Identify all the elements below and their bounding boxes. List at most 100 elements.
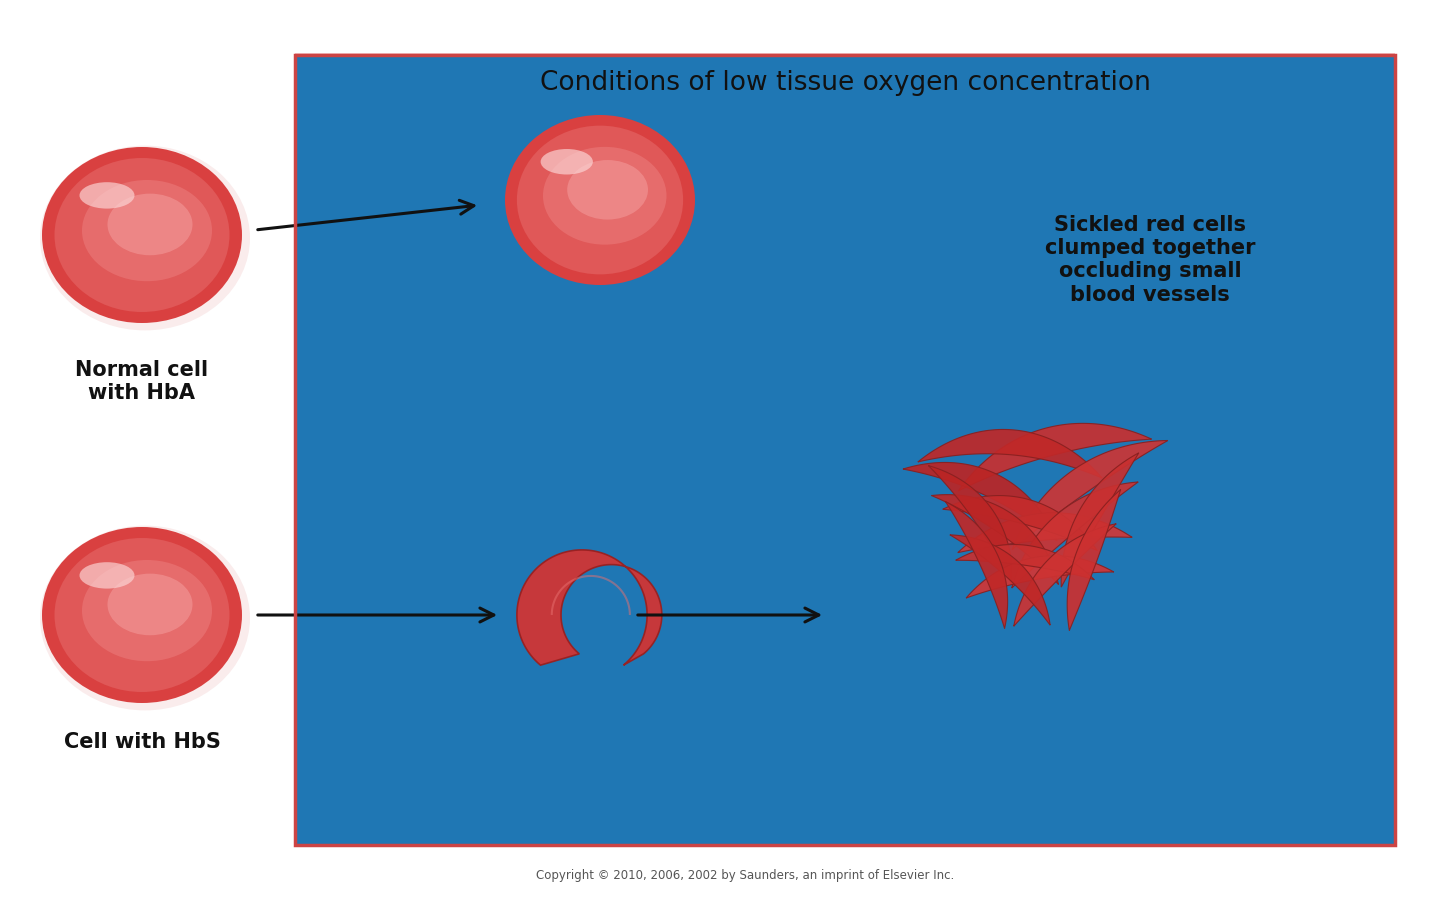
Polygon shape (917, 430, 1102, 478)
Bar (295, 399, 1395, 410)
Bar (295, 240, 1395, 252)
Bar (295, 517, 1395, 529)
Bar (295, 616, 1395, 628)
Bar (295, 270, 1395, 282)
Bar (295, 270, 1395, 282)
Bar (295, 83, 1395, 95)
Bar (295, 250, 1395, 262)
Bar (295, 596, 1395, 608)
Polygon shape (956, 544, 1094, 580)
Bar (295, 458, 1395, 470)
Bar (295, 300, 1395, 312)
Bar (295, 162, 1395, 174)
Bar (295, 794, 1395, 805)
Bar (295, 596, 1395, 608)
Bar (295, 191, 1395, 203)
Text: Normal cell
with HbA: Normal cell with HbA (75, 360, 209, 403)
Bar (295, 557, 1395, 569)
Bar (295, 419, 1395, 430)
Bar (295, 824, 1395, 835)
Bar (295, 527, 1395, 539)
Bar (295, 804, 1395, 815)
Bar (295, 517, 1395, 529)
Bar (295, 645, 1395, 657)
Bar (295, 211, 1395, 223)
Bar (295, 319, 1395, 331)
Bar (295, 349, 1395, 361)
Text: Conditions of low tissue oxygen concentration: Conditions of low tissue oxygen concentr… (540, 70, 1151, 96)
Bar (295, 409, 1395, 420)
Bar (295, 290, 1395, 302)
Bar (295, 507, 1395, 519)
Ellipse shape (82, 560, 212, 662)
Bar (295, 53, 1395, 65)
Bar (295, 280, 1395, 292)
Polygon shape (946, 501, 1008, 629)
Bar (295, 73, 1395, 85)
Bar (295, 557, 1395, 569)
Bar (295, 181, 1395, 193)
Bar (295, 389, 1395, 400)
Bar (295, 704, 1395, 717)
Bar (295, 359, 1395, 371)
Bar (295, 814, 1395, 825)
Bar (295, 438, 1395, 450)
Bar (295, 468, 1395, 480)
Bar (295, 586, 1395, 598)
Bar (295, 744, 1395, 756)
Bar (295, 665, 1395, 677)
Bar (295, 181, 1395, 193)
Bar (295, 458, 1395, 470)
Bar (295, 93, 1395, 105)
Bar (295, 488, 1395, 500)
Bar (295, 429, 1395, 440)
Polygon shape (1012, 482, 1138, 588)
Bar (295, 191, 1395, 203)
Bar (295, 419, 1395, 430)
Bar (295, 635, 1395, 648)
Bar (295, 478, 1395, 490)
Ellipse shape (540, 149, 593, 175)
Bar (295, 250, 1395, 262)
Bar (295, 824, 1395, 835)
Bar (295, 567, 1395, 579)
Bar (295, 567, 1395, 579)
Bar (295, 675, 1395, 687)
Bar (295, 576, 1395, 588)
Bar (295, 834, 1395, 845)
Bar (295, 714, 1395, 726)
Bar (295, 606, 1395, 618)
Bar (295, 498, 1395, 510)
Bar (295, 211, 1395, 223)
Ellipse shape (517, 126, 683, 275)
Polygon shape (959, 423, 1152, 490)
Bar (295, 349, 1395, 361)
Bar (295, 834, 1395, 845)
Polygon shape (1012, 440, 1168, 550)
Polygon shape (966, 556, 1115, 598)
Bar (295, 240, 1395, 252)
Text: Cell with HbS: Cell with HbS (63, 732, 220, 752)
Bar (295, 309, 1395, 321)
Bar (295, 280, 1395, 292)
Bar (295, 309, 1395, 321)
Bar (295, 329, 1395, 341)
Bar (295, 714, 1395, 726)
Ellipse shape (42, 527, 242, 703)
Bar (295, 231, 1395, 243)
Bar (295, 53, 1395, 65)
Bar (295, 695, 1395, 707)
Bar (295, 260, 1395, 272)
Bar (295, 764, 1395, 776)
Bar (295, 319, 1395, 331)
Bar (295, 734, 1395, 746)
Bar (295, 142, 1395, 154)
Bar (295, 744, 1395, 756)
Bar (295, 507, 1395, 519)
Bar (295, 547, 1395, 559)
Ellipse shape (40, 526, 251, 711)
Bar (295, 221, 1395, 233)
Bar (295, 63, 1395, 75)
Polygon shape (517, 550, 662, 665)
Bar (295, 784, 1395, 795)
